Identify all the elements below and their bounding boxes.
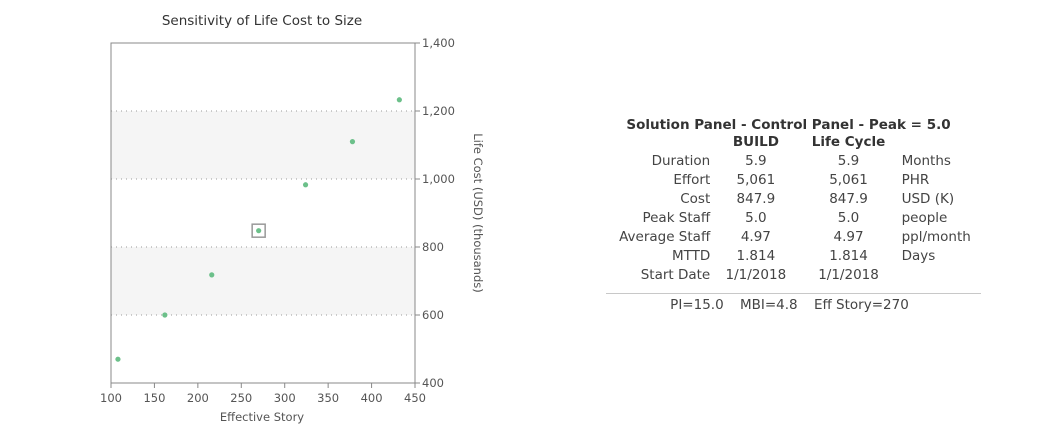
chart-title: Sensitivity of Life Cost to Size (162, 13, 362, 29)
table-row: Peak Staff 5.0 5.0 people (606, 209, 981, 228)
column-header-life-cycle: Life Cycle (811, 134, 886, 150)
life-cycle-value: 847.9 (829, 191, 868, 207)
life-cycle-value: 5,061 (829, 172, 868, 188)
plot-frame (110, 42, 416, 384)
panel-footer: PI=15.0 MBI=4.8 Eff Story=270 (598, 297, 981, 313)
life-cycle-value: 5.0 (837, 210, 860, 226)
build-value: 847.9 (736, 191, 776, 207)
panel-divider (606, 293, 981, 294)
table-row: MTTD 1.814 1.814 Days (606, 247, 981, 266)
table-row: Duration 5.9 5.9 Months (606, 152, 981, 171)
row-label: Peak Staff (642, 210, 711, 226)
table-row: Start Date 1/1/2018 1/1/2018 (606, 266, 981, 285)
unit-label (896, 266, 981, 285)
x-tick-label: 150 (143, 391, 165, 405)
unit-label: Days (901, 248, 936, 264)
x-tick-label: 250 (230, 391, 252, 405)
header-spacer (606, 133, 710, 152)
build-value: 1/1/2018 (725, 267, 787, 283)
life-cycle-value: 1/1/2018 (818, 267, 879, 283)
background-band (111, 247, 415, 315)
x-tick-label: 100 (100, 391, 122, 405)
y-tick-label: 600 (422, 308, 444, 322)
x-tick-label: 450 (404, 391, 426, 405)
table-row: Average Staff 4.97 4.97 ppl/month (606, 228, 981, 247)
data-point (209, 272, 215, 278)
background-band (111, 111, 415, 179)
selected-point-marker (251, 223, 266, 238)
solution-table-header: BUILD Life Cycle (606, 133, 981, 152)
unit-label: people (901, 210, 948, 226)
y-tick-label: 400 (422, 376, 444, 390)
y-axis-label: Life Cost (USD) (thousands) (471, 133, 485, 293)
build-value: 4.97 (740, 229, 771, 245)
build-value: 1.814 (736, 248, 776, 264)
unit-label: Months (901, 153, 951, 169)
row-label: Start Date (640, 267, 711, 283)
row-label: Duration (651, 153, 711, 169)
solution-panel: Solution Panel - Control Panel - Peak = … (606, 117, 981, 313)
x-axis-label: Effective Story (220, 410, 304, 424)
data-point (162, 312, 168, 318)
y-tick-label: 800 (422, 240, 444, 254)
data-point (349, 139, 356, 145)
data-point (256, 228, 262, 234)
build-value: 5.9 (745, 153, 767, 169)
unit-label: ppl/month (901, 229, 971, 245)
data-point (115, 356, 121, 362)
mbi-value: MBI=4.8 (739, 297, 798, 313)
life-cycle-value: 5.9 (837, 153, 860, 169)
x-tick-label: 350 (317, 391, 339, 405)
table-row: Effort 5,061 5,061 PHR (606, 171, 981, 190)
data-point (396, 97, 402, 103)
y-tick-label: 1,200 (422, 104, 455, 118)
x-tick-label: 200 (187, 391, 209, 405)
x-tick-label: 400 (361, 391, 383, 405)
y-tick-label: 1,000 (422, 172, 455, 186)
unit-label: USD (K) (901, 191, 955, 207)
row-label: Cost (680, 191, 711, 207)
header-spacer (896, 133, 981, 152)
plot-area: 100 150 200 250 300 350 400 4504006008001,0001,… (100, 36, 455, 405)
unit-label: PHR (901, 172, 930, 188)
pi-value: PI=15.0 (670, 297, 724, 313)
panel-title: Solution Panel - Control Panel - Peak = … (626, 117, 951, 133)
row-label: Average Staff (619, 229, 711, 245)
y-tick-label: 1,400 (422, 36, 455, 50)
build-value: 5.0 (745, 210, 767, 226)
life-cycle-value: 4.97 (833, 229, 864, 245)
solution-table: BUILD Life Cycle Duration 5.9 5.9 Months Eff… (606, 133, 981, 285)
row-label: Effort (673, 172, 711, 188)
x-tick-label: 300 (274, 391, 296, 405)
table-row: Cost 847.9 847.9 USD (K) (606, 190, 981, 209)
data-point (302, 182, 309, 188)
row-label: MTTD (671, 248, 711, 264)
eff-story-value: Eff Story=270 (813, 297, 909, 313)
build-value: 5,061 (736, 172, 776, 188)
life-cycle-value: 1.814 (829, 248, 868, 264)
column-header-build: BUILD (732, 134, 779, 150)
